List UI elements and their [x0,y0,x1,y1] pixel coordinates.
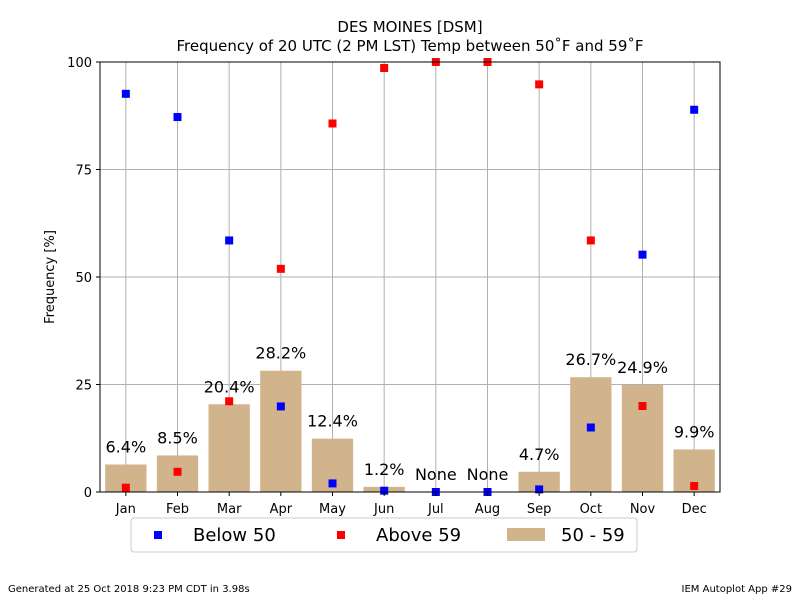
x-tick-label: Mar [217,502,242,517]
point-above-59-dec [690,481,699,490]
chart-title: DES MOINES [DSM] [337,18,482,36]
data-labels: 6.4% 8.5% 20.4%28.2% 12.4% 1.2% None None 4.7% 2… [106,344,715,484]
legend-swatch-50-59 [507,528,545,541]
x-tick-label: Jan [115,502,136,517]
point-below-50-may [328,479,337,488]
point-below-50-feb [173,113,182,122]
x-tick-label: Jun [373,502,394,517]
legend-label-above-59: Above 59 [376,525,461,546]
x-tick-label: Apr [270,502,293,517]
point-below-50-dec [690,105,699,114]
y-tick-label: 50 [75,271,92,286]
axes: Jan Feb Mar Apr May Jun Jul Aug Sep Oct Nov Dec 0 25 5… [67,56,707,517]
bar-data-label: 28.2% [255,344,306,363]
x-tick-label: Sep [527,502,552,517]
chart-subtitle: Frequency of 20 UTC (2 PM LST) Temp betw… [177,37,644,55]
x-tick-label: Oct [580,502,602,517]
bar-data-label: None [467,465,509,484]
y-tick-label: 100 [67,56,92,71]
bar-data-label: 9.9% [674,422,715,441]
y-axis-label: Frequency [%] [43,230,58,324]
y-tick-label: 0 [84,486,92,501]
point-above-59-oct [586,236,595,245]
point-below-50-jan [121,89,130,98]
bar-data-label: 1.2% [364,460,405,479]
point-below-50-jun [380,486,389,495]
x-tick-label: May [319,502,346,517]
bar-apr [260,370,302,492]
point-below-50-mar [225,236,234,245]
x-tick-label: Nov [630,502,656,517]
bar-data-label: 12.4% [307,412,358,431]
legend-label-below-50: Below 50 [193,525,276,546]
bars [105,370,715,492]
y-tick-label: 25 [75,379,92,394]
bar-data-label: None [415,465,457,484]
legend: Below 50 Above 59 50 - 59 [130,517,638,553]
point-below-50-oct [586,423,595,432]
bar-mar [208,404,250,492]
legend-marker-above-59 [337,531,345,539]
x-tick-label: Feb [166,502,189,517]
bar-data-label: 8.5% [157,428,198,447]
x-tick-label: Jul [427,502,444,517]
point-below-50-nov [638,250,647,259]
legend-marker-below-50 [154,531,162,539]
bar-data-label: 20.4% [204,377,255,396]
point-above-59-jun [380,64,389,73]
legend-label-50-59: 50 - 59 [561,525,625,546]
bar-data-label: 4.7% [519,445,560,464]
point-above-59-jan [121,483,130,492]
point-below-50-sep [535,485,544,494]
point-above-59-may [328,119,337,128]
bar-sep [518,471,560,492]
bar-nov [621,384,664,492]
point-above-59-mar [225,397,234,406]
point-above-59-sep [535,80,544,89]
bar-data-label: 6.4% [106,437,147,456]
bar-oct [570,377,612,492]
x-tick-label: Dec [682,502,707,517]
footer-app-text: IEM Autoplot App #29 [681,584,792,595]
point-below-50-apr [276,402,285,411]
bar-data-label: 24.9% [617,358,668,377]
y-tick-label: 75 [75,164,92,179]
point-above-59-nov [638,402,647,410]
bar-data-label: 26.7% [565,350,616,369]
x-tick-label: Aug [475,502,500,517]
point-above-59-feb [173,467,182,476]
legend-box [130,517,638,553]
point-above-59-apr [276,264,285,273]
footer-generated-text: Generated at 25 Oct 2018 9:23 PM CDT in … [8,584,250,595]
